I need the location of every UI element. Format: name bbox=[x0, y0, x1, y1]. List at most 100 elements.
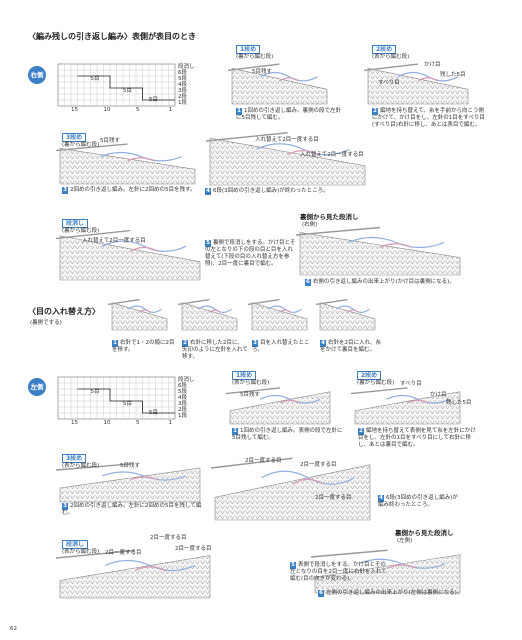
caption-text: 1回めの引き返し編み。表側の段で左針に5目残して編む。 bbox=[232, 428, 343, 441]
illustration-label: 2目一度する目 bbox=[315, 495, 352, 501]
panel-title: 1段め bbox=[232, 371, 257, 380]
panel-subtitle: (右側) bbox=[302, 222, 318, 228]
caption: 3 目を入れ替えたところ。 bbox=[252, 340, 318, 354]
yarn bbox=[397, 71, 459, 82]
step-number: 1 bbox=[236, 108, 242, 115]
illustration-label: かけ目 bbox=[430, 392, 447, 398]
step-number: 6 bbox=[318, 590, 324, 597]
chart-count: 5目 bbox=[90, 389, 100, 395]
panel-subtitle: (裏から編む段) bbox=[62, 228, 100, 234]
yarn bbox=[336, 305, 370, 313]
chart-column-number: 1 bbox=[168, 420, 173, 426]
chart-column-number: 15 bbox=[71, 420, 78, 426]
yarn-pink bbox=[127, 157, 155, 162]
caption-text: 右針で1・2の順に2目を移す。 bbox=[112, 340, 175, 353]
panel-title: 3段め bbox=[62, 133, 87, 142]
chart-row-label: 段消し bbox=[178, 376, 195, 383]
needle bbox=[310, 549, 388, 558]
needle bbox=[350, 387, 408, 395]
illustration-label: 5目残す bbox=[252, 69, 272, 75]
chart-count: 5目 bbox=[149, 97, 158, 103]
caption-text: 右針に移した2目に、矢印のように左針を入れて移す。 bbox=[182, 340, 248, 360]
knit-fabric bbox=[59, 467, 201, 503]
illustration-label: 5目残す bbox=[120, 463, 140, 469]
caption-text: 編地を持ち替えて、糸を手前から向こう側にかけて、かけ目をし、左針の1目をすべり目… bbox=[372, 108, 485, 128]
step-number: 3 bbox=[62, 503, 68, 510]
illustration-label: かけ目 bbox=[424, 62, 441, 68]
needle bbox=[210, 457, 293, 469]
panel-title: 裏側から見た段消し bbox=[300, 213, 359, 221]
yarn-pink bbox=[129, 476, 159, 481]
chart-column-number: 5 bbox=[136, 420, 140, 426]
knit-fabric bbox=[59, 147, 196, 185]
yarn bbox=[101, 240, 187, 252]
chart-row-label: 6段 bbox=[178, 382, 187, 389]
knit-fabric bbox=[59, 555, 211, 599]
step-number: 2 bbox=[372, 108, 378, 115]
needle bbox=[227, 63, 280, 72]
illustration-label: 2目一度する目 bbox=[245, 458, 282, 464]
panel-subtitle: (裏から編む段) bbox=[236, 54, 274, 60]
yarn-pink bbox=[279, 309, 291, 313]
yarn bbox=[104, 559, 196, 572]
caption-text: 編地を持ち替えて表側を見て糸を左針にかけ目をし、左針の1目をすべり目にして右針に… bbox=[358, 428, 476, 448]
caption: 4 右針を2目に入れ、糸をかけて裏目を編む。 bbox=[320, 340, 386, 354]
caption-text: 右側の引き返し編みの出来上がり(かけ目は裏側になる)。 bbox=[313, 279, 455, 285]
knit-fabric bbox=[319, 302, 376, 331]
knit-fabric bbox=[214, 464, 371, 521]
step-number: 2 bbox=[358, 428, 364, 435]
caption-text: 6段(3回めの引き返し編み)が編み終わったところ。 bbox=[378, 495, 458, 508]
chart-column-number: 5 bbox=[136, 107, 140, 113]
needle bbox=[225, 387, 281, 395]
illustration-label: 残した5目 bbox=[446, 400, 472, 406]
illustration-label: 残した5目 bbox=[440, 72, 466, 78]
step-number: 3 bbox=[62, 187, 68, 194]
needle bbox=[55, 549, 136, 559]
caption: 5 裏側で段消しをする。かけ目とその左となりの下の段の目と目を入れ替えて(下段の目… bbox=[205, 240, 297, 268]
yarn-pink bbox=[417, 77, 439, 82]
chart-count: 5目 bbox=[123, 401, 132, 407]
yarn-pink bbox=[379, 243, 413, 249]
yarn bbox=[198, 305, 232, 313]
needle bbox=[55, 143, 128, 152]
chart-row-label: 3段 bbox=[178, 400, 187, 407]
step-number: 1 bbox=[232, 428, 238, 435]
knit-fabric bbox=[209, 137, 366, 186]
caption: 4 6段(3回めの引き返し編み)が編み終わったところ。 bbox=[378, 495, 463, 509]
panel-subtitle: (左側) bbox=[397, 538, 413, 544]
panel-subtitle: (表から編む段) bbox=[62, 549, 100, 555]
caption-text: 表側で段消しをする。かけ目とその左となりの目を2目一度に右針を入れて編む(目の向… bbox=[290, 562, 387, 582]
chart-row-label: 4段 bbox=[178, 81, 187, 88]
yarn-pink bbox=[134, 566, 166, 572]
caption: 6 右側の引き返し編みの出来上がり(かけ目は裏側になる)。 bbox=[305, 279, 455, 286]
chart-row-label: 4段 bbox=[178, 394, 187, 401]
yarn-pink bbox=[387, 564, 417, 569]
panel-title: 裏側から見た段消し bbox=[395, 529, 454, 537]
knit-fabric bbox=[181, 302, 238, 331]
illustration-label: 2目一度する目 bbox=[300, 462, 337, 468]
yarn bbox=[128, 305, 162, 313]
yarn bbox=[347, 236, 445, 249]
caption-text: 1回めの引き返し編み。裏側の段で左針に5目残して編む。 bbox=[236, 108, 342, 121]
knit-fabric bbox=[314, 554, 461, 594]
step-number: 2 bbox=[182, 340, 188, 347]
yarn bbox=[261, 470, 355, 485]
chart-steps bbox=[77, 75, 175, 101]
caption-text: 2回めの引き返し編み。左針に2回めの5目を残して編む。 bbox=[62, 503, 202, 516]
knit-fabric bbox=[299, 232, 461, 276]
yarn bbox=[256, 143, 350, 156]
side-badge: 左側 bbox=[28, 378, 46, 396]
chart-steps bbox=[77, 388, 175, 414]
side-badge: 右側 bbox=[28, 66, 46, 84]
illustration-label: 2目一度する目 bbox=[105, 550, 142, 556]
step-number: 1 bbox=[112, 340, 118, 347]
panel-subtitle: (裏から編む段) bbox=[62, 142, 100, 148]
caption-text: 目を入れ替えたところ。 bbox=[252, 340, 310, 353]
caption: 2 右針に移した2目に、矢印のように左針を入れて移す。 bbox=[182, 340, 248, 361]
needle bbox=[363, 63, 419, 72]
needle bbox=[247, 298, 280, 306]
panel-title: 1段め bbox=[236, 45, 261, 54]
illustration-label: すべり目 bbox=[400, 381, 422, 387]
caption-text: 右針を2目に入れ、糸をかけて裏目を編む。 bbox=[320, 340, 382, 353]
